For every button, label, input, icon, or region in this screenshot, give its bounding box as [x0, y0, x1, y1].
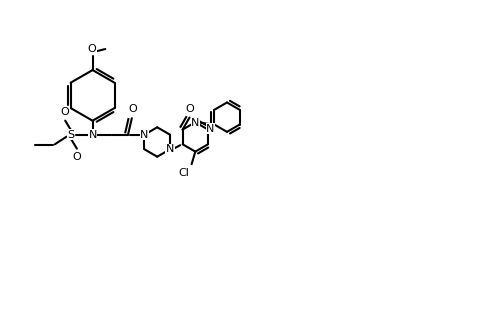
- Text: S: S: [67, 130, 75, 140]
- Text: O: O: [87, 44, 96, 54]
- Text: N: N: [89, 130, 97, 140]
- Text: O: O: [185, 104, 194, 114]
- Text: O: O: [72, 152, 81, 162]
- Text: Cl: Cl: [179, 168, 189, 178]
- Text: N: N: [140, 130, 149, 140]
- Text: N: N: [206, 124, 215, 134]
- Text: N: N: [191, 118, 200, 128]
- Text: O: O: [61, 107, 69, 117]
- Text: N: N: [166, 144, 174, 154]
- Text: O: O: [128, 105, 137, 115]
